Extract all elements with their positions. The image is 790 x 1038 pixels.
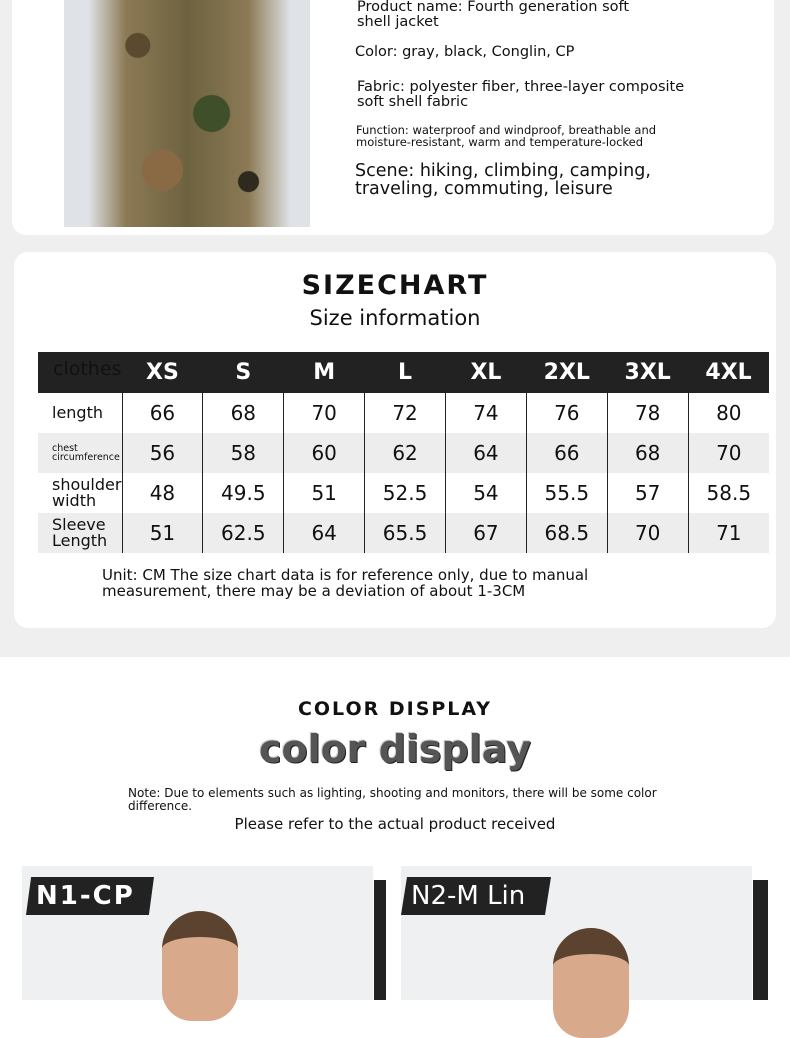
- table-cell: 70: [283, 393, 365, 433]
- color-display-refer: Please refer to the actual product recei…: [234, 815, 556, 833]
- variant-label-n1-cp: N1-CP: [26, 877, 154, 915]
- size-header-row: clothes XS S M L XL 2XL 3XL 4XL: [38, 352, 769, 393]
- table-cell: 57: [606, 473, 689, 513]
- table-cell: 71: [687, 513, 769, 553]
- model-head: [162, 911, 238, 1021]
- size-chart-note: Unit: CM The size chart data is for refe…: [102, 566, 589, 600]
- size-chart-subtitle: Size information: [309, 306, 481, 330]
- size-chart-title: SIZECHART: [301, 270, 489, 301]
- table-cell: 48: [121, 473, 203, 513]
- table-cell: 68.5: [525, 513, 608, 553]
- table-cell: 76: [525, 393, 608, 433]
- table-cell: 72: [364, 393, 446, 433]
- corner-label: clothes: [38, 352, 122, 393]
- table-cell: 52.5: [364, 473, 446, 513]
- size-header: 3XL: [607, 352, 689, 393]
- product-image-camo-jacket: [64, 0, 310, 227]
- table-cell: 62.5: [202, 513, 284, 553]
- table-cell: 70: [687, 433, 769, 473]
- model-head: [553, 928, 629, 1038]
- product-name: Product name: Fourth generation soft she…: [357, 0, 630, 31]
- product-scene: Scene: hiking, climbing, camping, travel…: [355, 161, 651, 200]
- size-header: S: [202, 352, 284, 393]
- table-row: chest circumference 56 58 60 62 64 66 68 70: [38, 433, 769, 473]
- product-fabric: Fabric: polyester fiber, three-layer com…: [357, 79, 685, 111]
- variant-label-n2-m-lin: N2-M Lin: [401, 877, 551, 915]
- size-table: clothes XS S M L XL 2XL 3XL 4XL length 66…: [38, 352, 769, 553]
- size-header: 2XL: [526, 352, 608, 393]
- size-header: XL: [445, 352, 527, 393]
- decorative-bar: [753, 880, 768, 1000]
- table-row: shoulder width 48 49.5 51 52.5 54 55.5 57 58.5: [38, 473, 769, 513]
- product-color: Color: gray, black, Conglin, CP: [355, 44, 575, 60]
- table-cell: 80: [687, 393, 769, 433]
- table-cell: 66: [525, 433, 608, 473]
- table-cell: 62: [364, 433, 446, 473]
- table-cell: 64: [445, 433, 527, 473]
- table-cell: 74: [445, 393, 527, 433]
- size-header: 4XL: [688, 352, 769, 393]
- size-header: XS: [122, 352, 203, 393]
- size-header: M: [283, 352, 365, 393]
- color-display-title: COLOR DISPLAY: [297, 698, 493, 720]
- table-cell: 49.5: [202, 473, 284, 513]
- table-row: length 66 68 70 72 74 76 78 80: [38, 393, 769, 433]
- table-cell: 67: [445, 513, 527, 553]
- table-row: Sleeve Length 51 62.5 64 65.5 67 68.5 70 71: [38, 513, 769, 553]
- table-cell: 68: [606, 433, 689, 473]
- size-header: L: [364, 352, 446, 393]
- color-display-subtitle: color display: [258, 727, 532, 771]
- table-cell: 54: [445, 473, 527, 513]
- table-cell: 64: [283, 513, 365, 553]
- table-cell: 51: [283, 473, 365, 513]
- table-cell: 66: [121, 393, 203, 433]
- table-cell: 58: [202, 433, 284, 473]
- product-function: Function: waterproof and windproof, brea…: [356, 123, 657, 150]
- table-cell: 60: [283, 433, 365, 473]
- table-cell: 78: [606, 393, 689, 433]
- table-cell: 55.5: [525, 473, 608, 513]
- table-cell: 65.5: [364, 513, 446, 553]
- table-cell: 56: [121, 433, 203, 473]
- table-cell: 58.5: [687, 473, 769, 513]
- decorative-bar: [374, 880, 386, 1000]
- row-label: shoulder width: [52, 475, 122, 510]
- table-cell: 70: [606, 513, 689, 553]
- row-label: Sleeve Length: [38, 513, 122, 553]
- row-label: length: [52, 403, 103, 422]
- table-cell: 51: [121, 513, 203, 553]
- table-cell: 68: [202, 393, 284, 433]
- row-label: chest circumference: [38, 433, 122, 473]
- color-display-note: Note: Due to elements such as lighting, …: [128, 786, 657, 813]
